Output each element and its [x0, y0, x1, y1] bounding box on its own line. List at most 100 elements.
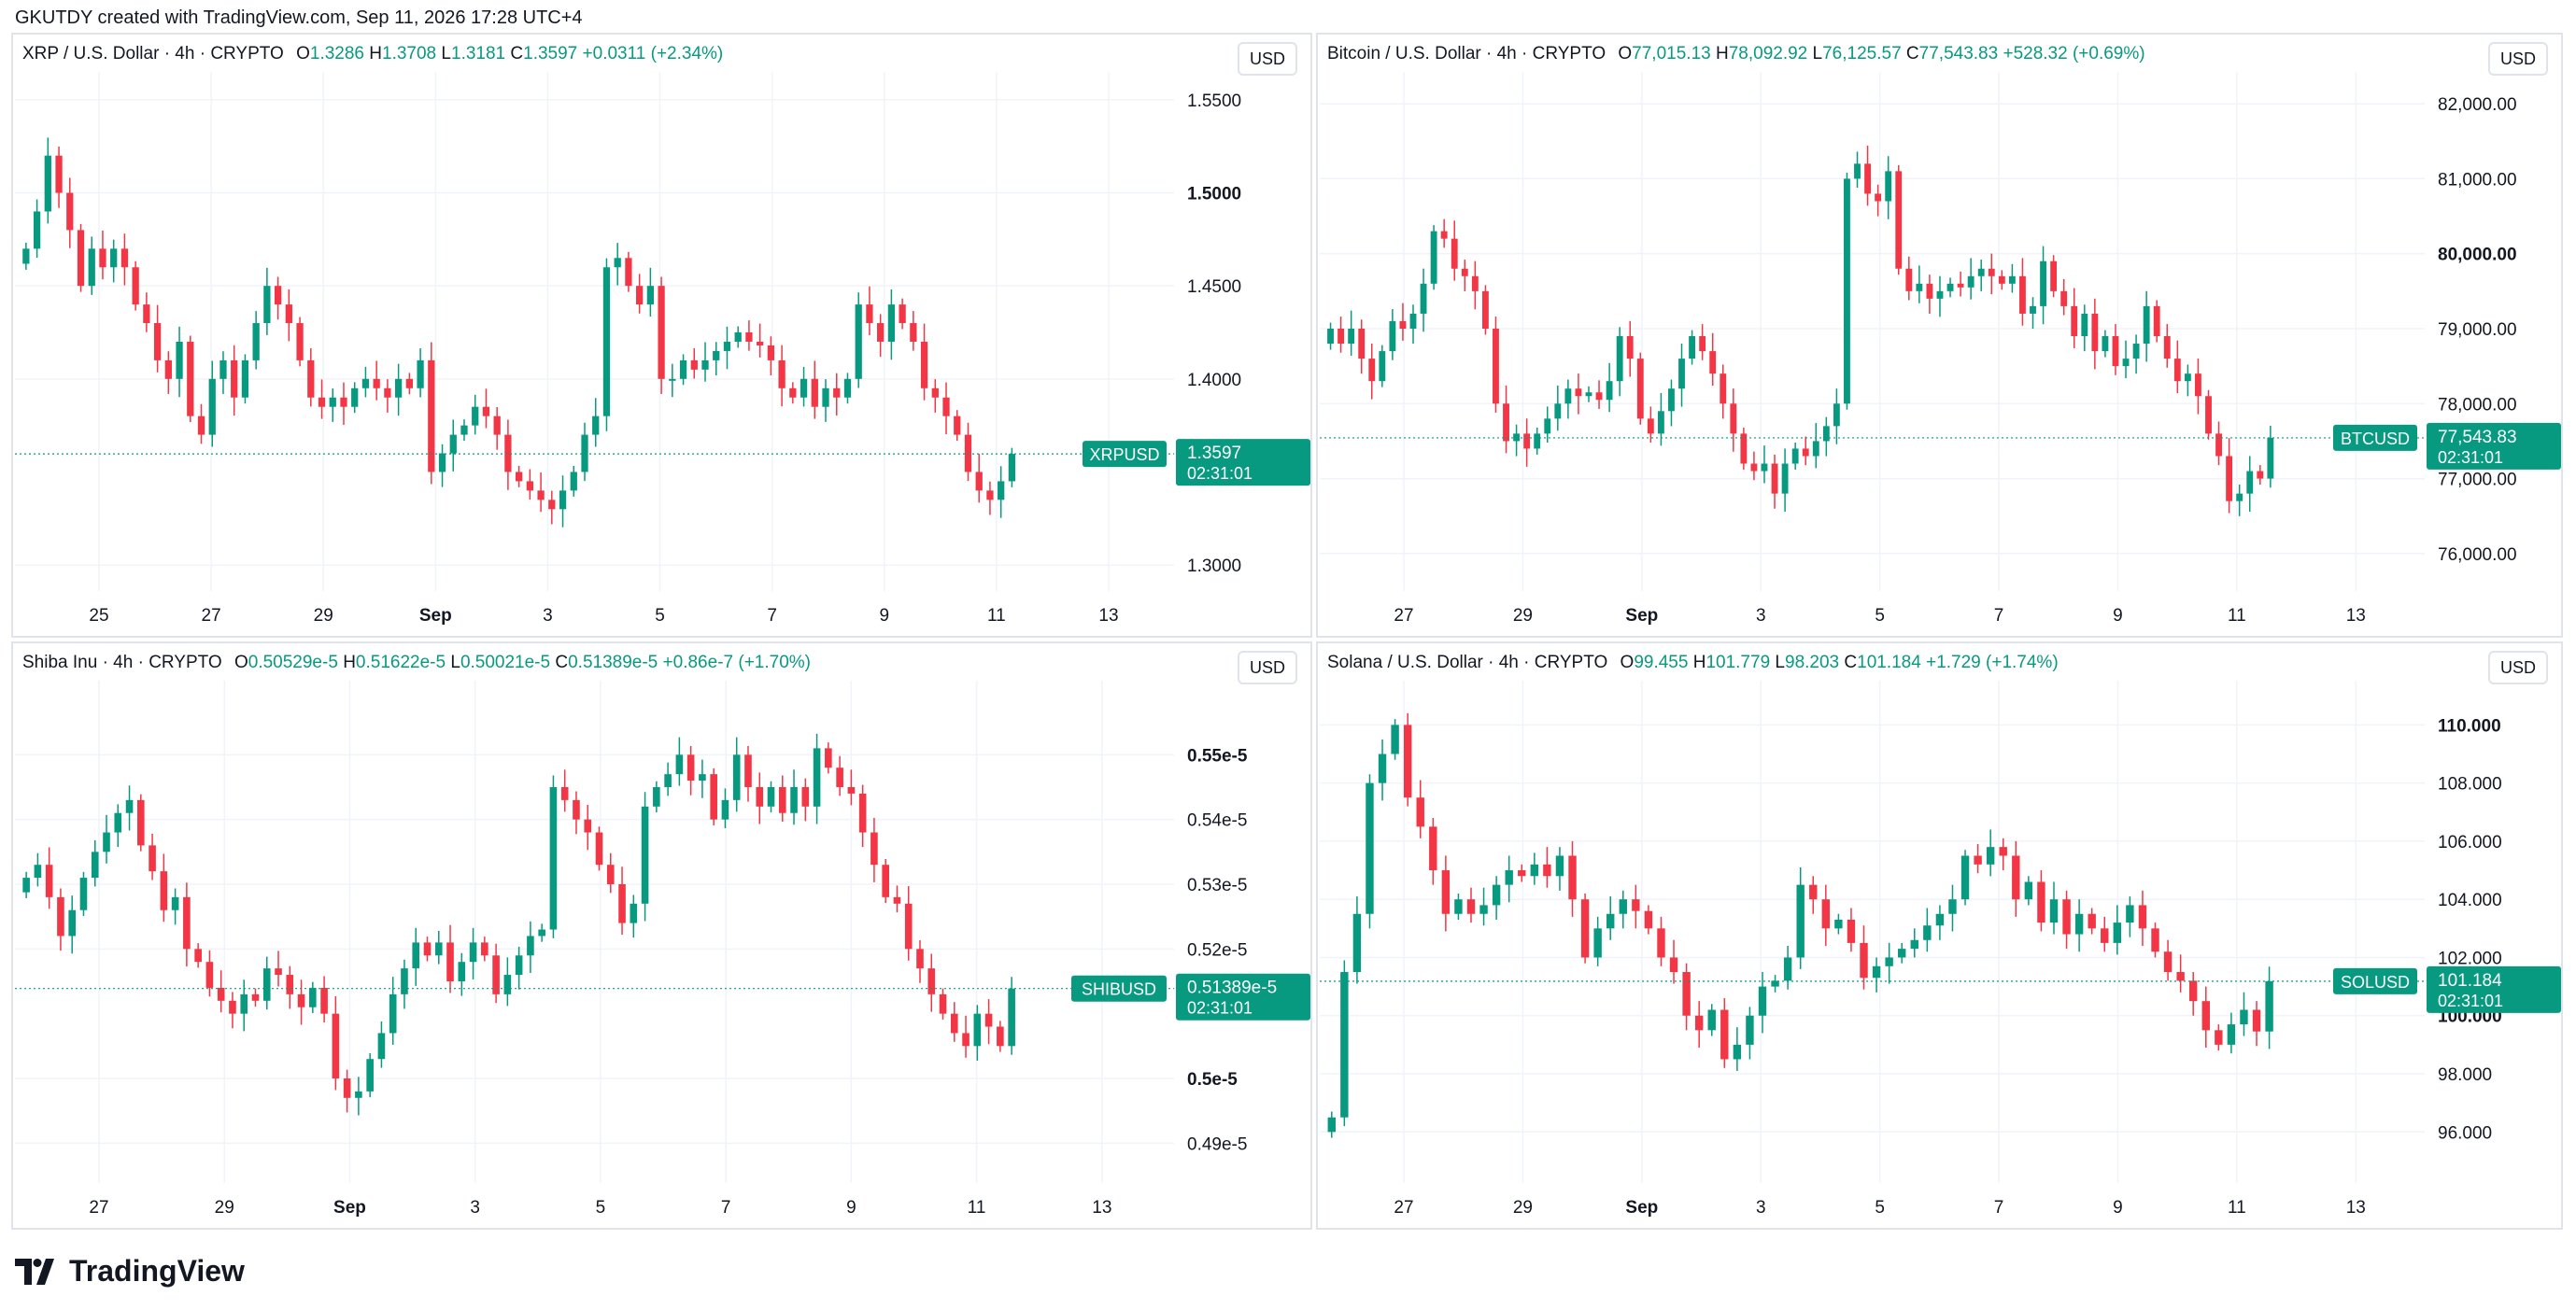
- x-tick-label: 5: [1875, 1198, 1885, 1218]
- currency-button[interactable]: USD: [2488, 42, 2548, 76]
- y-tick-label: 96.000: [2438, 1123, 2492, 1143]
- candle-body: [836, 768, 843, 787]
- price-label: 77,543.83: [2438, 428, 2517, 447]
- candle-body: [1503, 403, 1509, 442]
- candle-body: [581, 434, 588, 472]
- candle-body: [460, 425, 468, 435]
- candle-body: [217, 987, 225, 1001]
- candle-body: [2201, 1001, 2210, 1031]
- candle-body: [811, 378, 818, 407]
- x-tick-label: 9: [879, 606, 889, 626]
- candle-body: [2226, 456, 2233, 501]
- y-tick-label: 78,000.00: [2438, 395, 2517, 415]
- y-tick-label: 108.000: [2438, 775, 2502, 795]
- x-tick-label: Sep: [333, 1198, 366, 1218]
- candle-body: [2050, 261, 2058, 291]
- candle-body: [241, 359, 249, 398]
- candle-body: [2040, 261, 2046, 306]
- candle-body: [1352, 913, 1362, 973]
- candle-body: [721, 799, 729, 820]
- candle-body: [1430, 231, 1437, 284]
- chart-panel-shib[interactable]: Shiba Inu · 4h · CRYPTO O0.50529e-5 H0.5…: [11, 641, 1312, 1230]
- legend-open: 99.455: [1634, 653, 1689, 672]
- candle-body: [240, 993, 248, 1014]
- candle-body: [2074, 913, 2084, 935]
- candle-body: [1720, 1009, 1729, 1060]
- candle-body: [55, 155, 63, 193]
- candle-body: [187, 341, 194, 416]
- candle-body: [434, 942, 443, 956]
- candle-body: [1844, 178, 1850, 404]
- x-tick-label: Sep: [419, 606, 452, 626]
- candle-body: [1440, 231, 1448, 239]
- candle-body: [2163, 951, 2173, 973]
- candle-body: [340, 397, 347, 407]
- candle-body: [641, 806, 649, 904]
- candle-body: [515, 472, 523, 482]
- candle-body: [1492, 884, 1501, 906]
- candle-body: [296, 323, 304, 360]
- currency-button[interactable]: USD: [1238, 42, 1297, 76]
- candle-body: [675, 754, 684, 775]
- candle-body: [2215, 1030, 2223, 1045]
- candle-body: [1916, 283, 1923, 291]
- tradingview-logo[interactable]: TradingView: [15, 1254, 245, 1289]
- candle-body: [229, 1000, 236, 1014]
- currency-button[interactable]: USD: [1238, 651, 1297, 684]
- price-badge: [2427, 965, 2561, 1013]
- candle-body: [351, 387, 359, 407]
- candle-body: [1682, 972, 1691, 1016]
- candle-body: [2138, 905, 2147, 929]
- candlestick-chart-xrp[interactable]: 1.5500 1.5000 1.4500 1.4000 1.3000 25 27 29 Sep 3…: [13, 35, 1312, 638]
- candle-body: [2101, 928, 2109, 943]
- chart-panel-sol[interactable]: Solana / U.S. Dollar · 4h · CRYPTO O99.4…: [1316, 641, 2563, 1230]
- x-tick-label: 11: [968, 1198, 986, 1218]
- candle-body: [503, 975, 512, 994]
- candle-body: [1451, 238, 1458, 269]
- candle-body: [916, 949, 924, 969]
- currency-button[interactable]: USD: [2488, 651, 2548, 684]
- candle-body: [1740, 433, 1748, 464]
- candle-body: [653, 787, 660, 807]
- candle-body: [767, 787, 775, 807]
- candle-body: [1709, 351, 1717, 374]
- candlestick-chart-shib[interactable]: 0.55e-5 0.54e-5 0.53e-5 0.52e-5 0.5e-5 0.49e-…: [13, 643, 1312, 1230]
- candlestick-chart-btc[interactable]: 82,000.00 81,000.00 80,000.00 79,000.00 78,0…: [1318, 35, 2563, 638]
- candle-body: [114, 812, 122, 833]
- legend-shib: Shiba Inu · 4h · CRYPTO O0.50529e-5 H0.5…: [22, 653, 811, 672]
- candle-body: [2184, 373, 2191, 382]
- x-tick-label: 3: [1756, 606, 1766, 626]
- candle-body: [1720, 373, 1727, 404]
- ticker-badge: [2333, 967, 2417, 994]
- candle-body: [149, 845, 156, 872]
- candle-body: [332, 1013, 340, 1078]
- candle-body: [1854, 163, 1861, 179]
- candle-body: [1946, 283, 1954, 291]
- candle-body: [2267, 437, 2274, 479]
- candlestick-chart-sol[interactable]: 110.000108.000106.000104.000102.000100.0…: [1318, 643, 2563, 1230]
- x-tick-label: 29: [314, 606, 333, 626]
- x-tick-label: 3: [470, 1198, 480, 1218]
- candle-body: [1935, 913, 1945, 926]
- ticker-badge: [1083, 441, 1167, 468]
- ticker-badge: [1071, 975, 1167, 1002]
- chart-panel-xrp[interactable]: XRP / U.S. Dollar · 4h · CRYPTO O1.3286 …: [11, 33, 1312, 638]
- candle-body: [160, 871, 168, 910]
- candle-body: [877, 323, 885, 342]
- legend-symbol: Solana / U.S. Dollar · 4h · CRYPTO: [1327, 653, 1608, 672]
- candle-body: [927, 968, 936, 994]
- candle-body: [2163, 336, 2171, 359]
- candle-body: [2060, 290, 2068, 306]
- price-badge: [2427, 422, 2561, 470]
- candle-body: [2143, 305, 2150, 345]
- candle-body: [208, 378, 216, 435]
- candle-body: [252, 323, 260, 360]
- candle-body: [664, 774, 672, 787]
- candle-body: [1669, 957, 1678, 973]
- x-tick-label: 13: [1098, 606, 1118, 626]
- legend-symbol: XRP / U.S. Dollar · 4h · CRYPTO: [22, 44, 284, 63]
- legend-high: 101.779: [1706, 653, 1771, 672]
- chart-panel-btc[interactable]: Bitcoin / U.S. Dollar · 4h · CRYPTO O77,…: [1316, 33, 2563, 638]
- countdown-label: 02:31:01: [2438, 992, 2503, 1010]
- candle-body: [690, 359, 698, 370]
